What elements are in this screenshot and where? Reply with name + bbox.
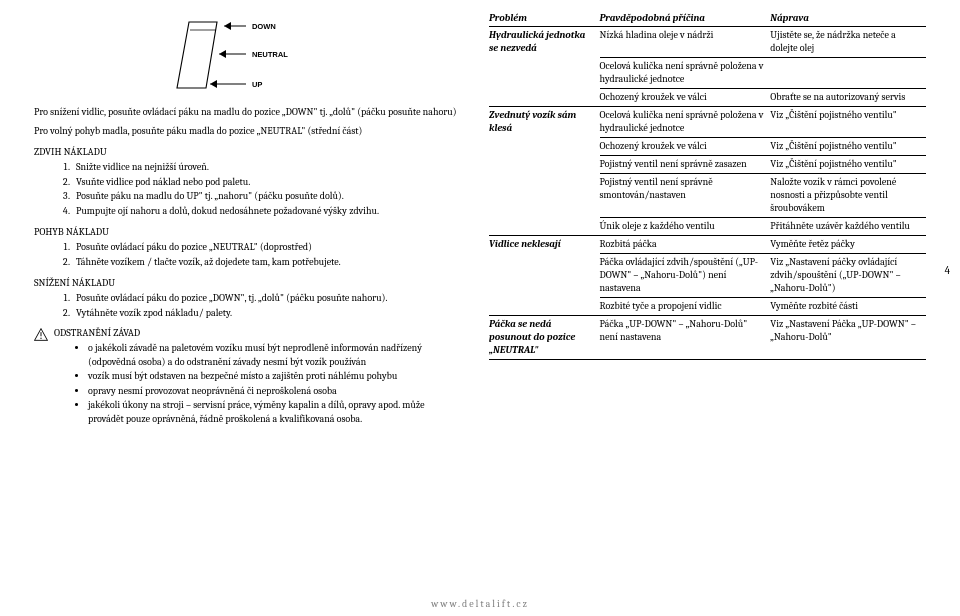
- heading-odstraneni: ODSTRANĚNÍ ZÁVAD: [54, 327, 461, 339]
- cell-cause: Ochozený kroužek ve válci: [600, 89, 771, 107]
- cell-remedy: [770, 58, 926, 89]
- list-snizeni: Posuňte ovládací páku do pozice „DOWN", …: [72, 292, 461, 320]
- cell-cause: Pojistný ventil není správně zasazen: [600, 156, 771, 174]
- paragraph-down: Pro snížení vidlic, posuňte ovládací pák…: [34, 106, 461, 120]
- cell-cause: Rozbitá páčka: [600, 236, 771, 254]
- list-odstraneni: o jakékoli závadě na paletovém vozíku mu…: [88, 342, 461, 426]
- label-down: DOWN: [252, 22, 276, 31]
- footer-url: www.deltalift.cz: [0, 598, 960, 610]
- th-cause: Pravděpodobná příčina: [600, 10, 771, 27]
- cell-problem: Hydraulická jednotka se nezvedá: [489, 27, 599, 107]
- cell-remedy: Viz „Čištění pojistného ventilu": [770, 156, 926, 174]
- cell-cause: Páčka ovládající zdvih/spouštění („UP-DO…: [600, 254, 771, 298]
- cell-remedy: Vyměňte rozbité části: [770, 298, 926, 316]
- heading-zdvih: ZDVIH NÁKLADU: [34, 146, 461, 158]
- list-item: Snižte vidlice na nejnižší úroveň.: [72, 161, 461, 175]
- label-up: UP: [252, 80, 262, 89]
- cell-problem: Páčka se nedá posunout do pozice „NEUTRA…: [489, 316, 599, 360]
- cell-remedy: Viz „Nastavení Páčka „UP-DOWN" – „Nahoru…: [770, 316, 926, 360]
- list-item: Pumpujte ojí nahoru a dolů, dokud nedosá…: [72, 205, 461, 219]
- cell-remedy: Vyměňte řetěz páčky: [770, 236, 926, 254]
- cell-cause: Rozbité tyče a propojení vidlic: [600, 298, 771, 316]
- list-item: opravy nesmí provozovat neoprávněná či n…: [88, 385, 461, 399]
- cell-remedy: Obraťte se na autorizovaný servis: [770, 89, 926, 107]
- list-item: o jakékoli závadě na paletovém vozíku mu…: [88, 342, 461, 369]
- cell-remedy: Přitáhněte uzávěr každého ventilu: [770, 218, 926, 236]
- th-problem: Problém: [489, 10, 599, 27]
- right-column: Problém Pravděpodobná příčina Náprava Hy…: [489, 10, 926, 427]
- cell-remedy: Viz „Nastavení páčky ovládající zdvih/sp…: [770, 254, 926, 298]
- cell-cause: Páčka „UP-DOWN" – „Nahoru-Dolů" není nas…: [600, 316, 771, 360]
- list-item: Posuňte páku na madlu do UP" tj. „nahoru…: [72, 190, 461, 204]
- left-column: DOWN NEUTRAL UP Pro snížení vidlic, posu…: [34, 10, 461, 427]
- cell-cause: Ocelová kulička není správně položena v …: [600, 58, 771, 89]
- list-item: Vytáhněte vozík zpod nákladu/ palety.: [72, 307, 461, 321]
- list-item: Vsuňte vidlice pod náklad nebo pod palet…: [72, 176, 461, 190]
- cell-remedy: Naložte vozík v rámci povolené nosnosti …: [770, 174, 926, 218]
- troubleshooting-table: Problém Pravděpodobná příčina Náprava Hy…: [489, 10, 926, 360]
- heading-snizeni: SNÍŽENÍ NÁKLADU: [34, 277, 461, 289]
- cell-cause: Ocelová kulička není správně položena v …: [600, 107, 771, 138]
- paragraph-neutral: Pro volný pohyb madla, posuňte páku madl…: [34, 125, 461, 139]
- cell-problem: Zvednutý vozík sám klesá: [489, 107, 599, 236]
- list-item: jakékoli úkony na stroji – servisní prác…: [88, 399, 461, 426]
- cell-cause: Nízká hladina oleje v nádrži: [600, 27, 771, 58]
- cell-remedy: Viz „Čištění pojistného ventilu": [770, 107, 926, 138]
- list-pohyb: Posuňte ovládací páku do pozice „NEUTRAL…: [72, 241, 461, 269]
- page-number: 4: [945, 264, 950, 277]
- list-item: Posuňte ovládací páku do pozice „DOWN", …: [72, 292, 461, 306]
- cell-cause: Pojistný ventil není správně smontován/n…: [600, 174, 771, 218]
- cell-problem: Vidlice neklesají: [489, 236, 599, 316]
- lever-diagram: DOWN NEUTRAL UP: [154, 10, 324, 100]
- list-item: vozík musí být odstaven na bezpečné míst…: [88, 370, 461, 384]
- list-item: Posuňte ovládací páku do pozice „NEUTRAL…: [72, 241, 461, 255]
- cell-cause: Únik oleje z každého ventilu: [600, 218, 771, 236]
- label-neutral: NEUTRAL: [252, 50, 288, 59]
- cell-cause: Ochozený kroužek ve válci: [600, 138, 771, 156]
- heading-pohyb: POHYB NÁKLADU: [34, 226, 461, 238]
- list-item: Táhněte vozíkem / tlačte vozík, až dojed…: [72, 256, 461, 270]
- th-remedy: Náprava: [770, 10, 926, 27]
- cell-remedy: Viz „Čištění pojistného ventilu": [770, 138, 926, 156]
- cell-remedy: Ujistěte se, že nádržka neteče a dolejte…: [770, 27, 926, 58]
- warning-icon: [34, 328, 48, 341]
- list-zdvih: Snižte vidlice na nejnižší úroveň. Vsuňt…: [72, 161, 461, 218]
